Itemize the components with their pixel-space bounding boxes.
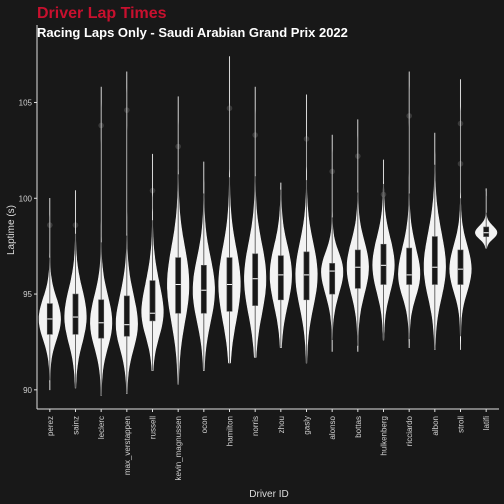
violin-group xyxy=(450,79,472,349)
plot-area xyxy=(39,56,497,395)
box xyxy=(124,296,129,336)
x-tick-label: leclerc xyxy=(97,416,106,439)
violin-group xyxy=(270,183,292,348)
x-tick-label: stroll xyxy=(457,416,466,433)
violin-group xyxy=(193,162,215,371)
chart-subtitle: Racing Laps Only - Saudi Arabian Grand P… xyxy=(37,25,348,40)
violin-group xyxy=(424,133,446,350)
box xyxy=(484,227,489,237)
violin-group xyxy=(90,87,112,396)
box xyxy=(407,248,412,284)
box xyxy=(150,281,155,321)
y-tick-label: 95 xyxy=(23,290,32,299)
violin-group xyxy=(296,95,318,363)
violin-group xyxy=(65,191,87,388)
y-tick-label: 105 xyxy=(19,98,33,107)
x-tick-label: sainz xyxy=(72,416,81,435)
y-tick-label: 100 xyxy=(19,194,33,203)
x-tick-label: ocon xyxy=(200,416,209,433)
box xyxy=(330,263,335,294)
violin-group xyxy=(39,198,61,390)
violin-group xyxy=(321,135,343,352)
x-tick-label: zhou xyxy=(277,416,286,433)
violin-group xyxy=(398,72,420,348)
violin-group xyxy=(142,154,164,371)
violin-group xyxy=(167,97,189,384)
box xyxy=(432,237,437,285)
x-tick-label: perez xyxy=(46,416,55,436)
violin-group xyxy=(475,189,497,248)
x-tick-label: russell xyxy=(149,416,158,439)
x-tick-label: latifi xyxy=(482,416,491,430)
x-tick-label: max_verstappen xyxy=(123,416,132,475)
x-tick-label: hulkenberg xyxy=(380,416,389,456)
violin-group xyxy=(116,72,138,394)
violin-group xyxy=(244,87,266,357)
box xyxy=(99,300,104,338)
x-tick-label: hamilton xyxy=(226,416,235,446)
y-axis-label: Laptime (s) xyxy=(6,205,17,255)
x-tick-label: bottas xyxy=(354,416,363,438)
x-tick-label: kevin_magnussen xyxy=(174,416,183,480)
x-tick-label: albon xyxy=(431,416,440,436)
y-tick-label: 90 xyxy=(23,386,32,395)
box xyxy=(176,258,181,314)
box xyxy=(381,244,386,284)
x-tick-label: alonso xyxy=(328,415,337,439)
x-tick-label: norris xyxy=(251,416,260,436)
violin-group xyxy=(347,120,369,352)
box xyxy=(278,256,283,300)
chart-title: Driver Lap Times xyxy=(37,5,167,22)
x-axis-label: Driver ID xyxy=(249,489,288,500)
box xyxy=(458,250,463,284)
box xyxy=(355,250,360,288)
box xyxy=(253,254,258,306)
violin-group xyxy=(219,56,241,363)
box xyxy=(201,265,206,313)
y-axis-ticks: 90 95 100 105 xyxy=(19,98,37,394)
x-axis-ticks: perez sainz leclerc max_verstappen russell ke… xyxy=(46,409,491,480)
box xyxy=(304,252,309,300)
box xyxy=(73,294,78,334)
x-tick-label: gasly xyxy=(303,416,312,435)
x-tick-label: ricciardo xyxy=(405,415,414,446)
violin-group xyxy=(373,160,395,340)
